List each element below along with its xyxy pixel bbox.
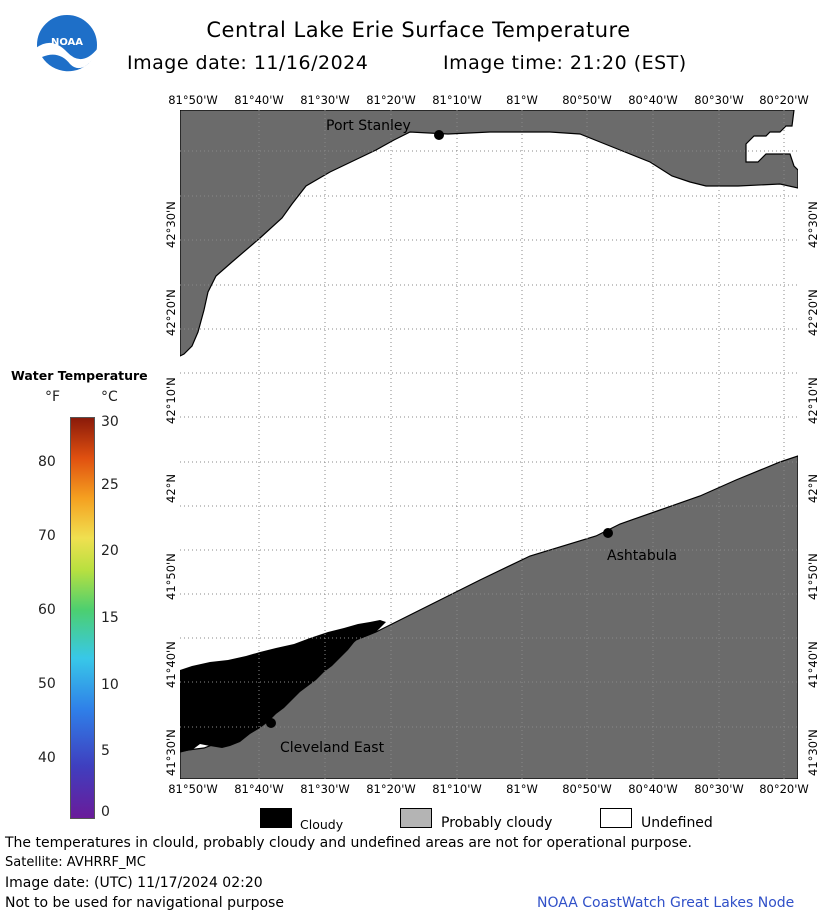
lon-tick-top: 81°20'W	[366, 93, 416, 107]
probably-cloudy-swatch	[400, 808, 432, 828]
north-shore-land	[179, 109, 799, 357]
lat-tick-right: 41°40'N	[806, 641, 820, 688]
lon-tick-top: 81°W	[506, 93, 538, 107]
lon-tick-top: 80°30'W	[694, 93, 744, 107]
lat-tick-left: 42°N	[164, 474, 178, 503]
legend-f-label: 60	[38, 602, 56, 618]
lon-tick-bottom: 80°50'W	[562, 782, 612, 796]
legend-c-label: 20	[101, 543, 119, 559]
map-canvas	[179, 109, 799, 780]
lat-tick-left: 42°10'N	[164, 377, 178, 424]
lon-tick-bottom: 81°W	[506, 782, 538, 796]
lon-tick-top: 80°50'W	[562, 93, 612, 107]
lon-tick-top: 80°40'W	[628, 93, 678, 107]
lon-tick-top: 81°10'W	[432, 93, 482, 107]
cloudy-swatch	[260, 808, 292, 828]
legend-unit-f: °F	[45, 389, 61, 405]
cloudy-area	[180, 620, 386, 752]
legend-c-label: 5	[101, 743, 110, 759]
noaa-logo-icon: NOAA	[35, 13, 99, 79]
page-title: Central Lake Erie Surface Temperature	[206, 18, 631, 42]
legend-c-label: 15	[101, 610, 119, 626]
lat-tick-right: 42°N	[806, 474, 820, 503]
cleveland-east-marker	[266, 718, 276, 728]
legend-c-label: 30	[101, 414, 119, 430]
utc-date-text: Image date: (UTC) 11/17/2024 02:20	[5, 875, 263, 891]
lat-tick-right: 41°30'N	[806, 729, 820, 776]
legend-f-label: 70	[38, 528, 56, 544]
lon-tick-bottom: 81°50'W	[168, 782, 218, 796]
undefined-swatch	[600, 808, 632, 828]
lon-tick-bottom: 81°30'W	[300, 782, 350, 796]
lon-tick-top: 81°50'W	[168, 93, 218, 107]
lon-tick-top: 81°40'W	[234, 93, 284, 107]
legend-c-label: 10	[101, 677, 119, 693]
lon-tick-bottom: 81°10'W	[432, 782, 482, 796]
lat-tick-left: 41°40'N	[164, 641, 178, 688]
lon-tick-top: 81°30'W	[300, 93, 350, 107]
place-label-cleveland-east: Cleveland East	[280, 740, 385, 756]
legend-f-label: 80	[38, 454, 56, 470]
map-panel	[179, 109, 799, 780]
lat-tick-right: 42°10'N	[806, 377, 820, 424]
temperature-color-bar	[70, 417, 95, 819]
lon-tick-bottom: 81°40'W	[234, 782, 284, 796]
legend-f-label: 40	[38, 750, 56, 766]
lon-tick-bottom: 80°40'W	[628, 782, 678, 796]
place-label-port-stanley: Port Stanley	[326, 118, 411, 134]
port-stanley-marker	[434, 130, 444, 140]
legend-c-label: 25	[101, 477, 119, 493]
lat-tick-right: 42°30'N	[806, 201, 820, 248]
logo-text: NOAA	[51, 37, 83, 48]
cloudy-label: Cloudy	[300, 817, 344, 832]
image-date: Image date: 11/16/2024	[127, 52, 369, 74]
lat-tick-right: 42°20'N	[806, 289, 820, 336]
lon-tick-bottom: 81°20'W	[366, 782, 416, 796]
lat-tick-left: 41°30'N	[164, 729, 178, 776]
credit-text: NOAA CoastWatch Great Lakes Node	[537, 895, 795, 911]
lon-tick-bottom: 80°20'W	[759, 782, 809, 796]
lat-lon-grid	[180, 110, 798, 779]
disclaimer-text: The temperatures in clould, probably clo…	[5, 835, 692, 851]
lat-tick-left: 42°20'N	[164, 289, 178, 336]
noaa-logo: NOAA	[34, 12, 100, 79]
probably-cloudy-label: Probably cloudy	[441, 815, 553, 831]
lat-tick-right: 41°50'N	[806, 553, 820, 600]
place-label-ashtabula: Ashtabula	[607, 548, 678, 564]
legend-c-label: 0	[101, 804, 110, 820]
legend-f-label: 50	[38, 676, 56, 692]
satellite-text: Satellite: AVHRRF_MC	[5, 855, 146, 870]
lon-tick-bottom: 80°30'W	[694, 782, 744, 796]
lat-tick-left: 41°50'N	[164, 553, 178, 600]
legend-title: Water Temperature	[11, 368, 148, 383]
image-time: Image time: 21:20 (EST)	[443, 52, 687, 74]
navigation-warning: Not to be used for navigational purpose	[5, 895, 284, 911]
lon-tick-top: 80°20'W	[759, 93, 809, 107]
undefined-label: Undefined	[641, 815, 713, 831]
ashtabula-marker	[603, 528, 613, 538]
lat-tick-left: 42°30'N	[164, 201, 178, 248]
legend-unit-c: °C	[101, 389, 118, 405]
